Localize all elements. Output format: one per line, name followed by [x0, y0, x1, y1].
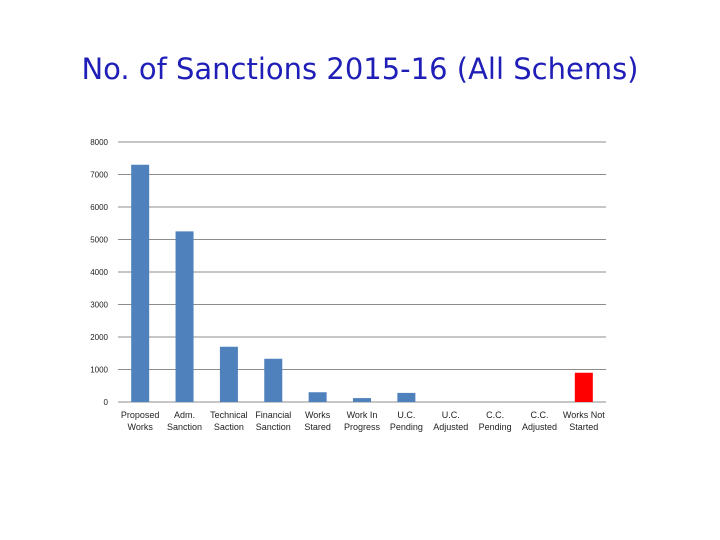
y-axis-tick-labels: 0 1000 2000 3000 4000 5000 6000 7000 8000 — [90, 138, 108, 407]
bar — [308, 392, 327, 402]
bar — [219, 346, 238, 402]
y-tick-label: 4000 — [90, 268, 108, 277]
x-tick-label: U.C. — [442, 410, 460, 420]
chart-title: No. of Sanctions 2015-16 (All Schems) — [81, 52, 639, 86]
x-axis-category-labels: Proposed Works Adm. Sanction Technical Sactio… — [121, 410, 605, 432]
y-tick-label: 0 — [104, 398, 109, 407]
x-tick-label: Saction — [214, 422, 244, 432]
y-tick-label: 5000 — [90, 236, 108, 245]
x-tick-label: Pending — [479, 422, 512, 432]
x-tick-label: Started — [569, 422, 598, 432]
y-tick-label: 3000 — [90, 301, 108, 310]
x-tick-label: C.C. — [530, 410, 548, 420]
x-tick-label: Sanction — [256, 422, 291, 432]
bar — [397, 392, 416, 402]
x-tick-label: Adjusted — [522, 422, 557, 432]
y-tick-label: 6000 — [90, 203, 108, 212]
x-tick-label: Financial — [255, 410, 291, 420]
x-tick-label: C.C. — [486, 410, 504, 420]
bar — [175, 231, 194, 402]
x-tick-label: U.C. — [397, 410, 415, 420]
x-tick-label: Works Not — [563, 410, 605, 420]
bars — [131, 164, 593, 402]
x-tick-label: Works — [305, 410, 331, 420]
y-tick-label: 8000 — [90, 138, 108, 147]
x-tick-label: Technical — [210, 410, 248, 420]
y-tick-label: 2000 — [90, 333, 108, 342]
gridlines — [118, 141, 606, 403]
x-tick-label: Work In — [347, 410, 378, 420]
x-tick-label: Stared — [304, 422, 331, 432]
x-tick-label: Adm. — [174, 410, 195, 420]
bar — [353, 398, 371, 402]
bar — [264, 358, 283, 402]
x-tick-label: Works — [128, 422, 154, 432]
x-tick-label: Adjusted — [433, 422, 468, 432]
bar — [574, 372, 593, 402]
x-tick-label: Proposed — [121, 410, 160, 420]
x-tick-label: Sanction — [167, 422, 202, 432]
x-tick-label: Pending — [390, 422, 423, 432]
y-tick-label: 7000 — [90, 171, 108, 180]
bar — [131, 164, 150, 402]
y-tick-label: 1000 — [90, 366, 108, 375]
x-tick-label: Progress — [344, 422, 381, 432]
